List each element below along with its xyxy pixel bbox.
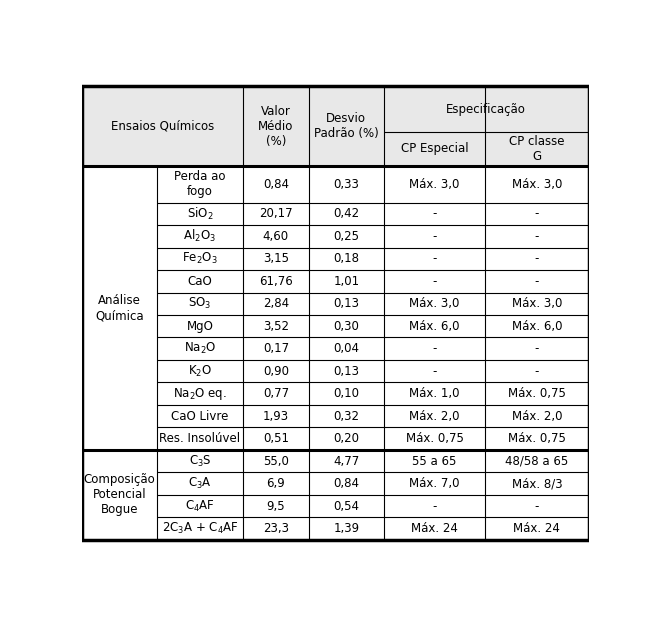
Text: 23,3: 23,3 — [263, 522, 289, 535]
Text: 1,39: 1,39 — [334, 522, 360, 535]
Text: 1,01: 1,01 — [334, 275, 360, 288]
Text: CaO: CaO — [188, 275, 212, 288]
Text: Máx. 6,0: Máx. 6,0 — [511, 320, 562, 333]
Text: 0,13: 0,13 — [334, 365, 359, 378]
Text: Fe$_2$O$_3$: Fe$_2$O$_3$ — [182, 251, 218, 267]
Text: 55 a 65: 55 a 65 — [412, 454, 456, 467]
Text: Desvio
Padrão (%): Desvio Padrão (%) — [314, 112, 379, 140]
Text: -: - — [535, 365, 539, 378]
Text: C$_4$AF: C$_4$AF — [185, 498, 215, 514]
Text: SO$_3$: SO$_3$ — [188, 296, 211, 311]
Text: 0,30: 0,30 — [334, 320, 359, 333]
Text: 0,77: 0,77 — [263, 388, 289, 400]
Text: 0,42: 0,42 — [334, 207, 360, 220]
Text: -: - — [535, 230, 539, 243]
Text: -: - — [432, 207, 437, 220]
Text: 48/58 a 65: 48/58 a 65 — [506, 454, 568, 467]
Text: Máx. 3,0: Máx. 3,0 — [409, 178, 460, 191]
Text: Valor
Médio
(%): Valor Médio (%) — [258, 105, 294, 148]
Text: 3,15: 3,15 — [263, 252, 289, 265]
Text: -: - — [432, 230, 437, 243]
Text: 0,04: 0,04 — [334, 342, 359, 355]
Text: 4,60: 4,60 — [263, 230, 289, 243]
Text: 0,17: 0,17 — [263, 342, 289, 355]
Text: -: - — [432, 500, 437, 513]
Text: K$_2$O: K$_2$O — [188, 364, 212, 379]
Text: CP classe
G: CP classe G — [509, 135, 564, 163]
Text: Máx. 24: Máx. 24 — [411, 522, 458, 535]
Text: Máx. 3,0: Máx. 3,0 — [511, 297, 562, 310]
Text: 0,51: 0,51 — [263, 432, 289, 445]
Text: Máx. 2,0: Máx. 2,0 — [511, 410, 562, 423]
Text: -: - — [535, 252, 539, 265]
Text: 0,84: 0,84 — [263, 178, 289, 191]
Text: Máx. 0,75: Máx. 0,75 — [508, 388, 566, 400]
Text: 61,76: 61,76 — [259, 275, 293, 288]
Text: -: - — [535, 342, 539, 355]
Text: -: - — [432, 275, 437, 288]
Text: Máx. 8/3: Máx. 8/3 — [511, 477, 562, 490]
Text: C$_3$A: C$_3$A — [188, 476, 212, 491]
Text: 3,52: 3,52 — [263, 320, 289, 333]
Text: Máx. 0,75: Máx. 0,75 — [405, 432, 464, 445]
Text: Máx. 7,0: Máx. 7,0 — [409, 477, 460, 490]
Text: MgO: MgO — [186, 320, 213, 333]
Text: 0,20: 0,20 — [334, 432, 359, 445]
Text: Máx. 0,75: Máx. 0,75 — [508, 432, 566, 445]
Text: Máx. 24: Máx. 24 — [513, 522, 560, 535]
Text: Análise
Química: Análise Química — [95, 294, 144, 322]
Text: 4,77: 4,77 — [333, 454, 360, 467]
Text: Res. Insolúvel: Res. Insolúvel — [160, 432, 241, 445]
Text: 0,18: 0,18 — [334, 252, 359, 265]
Text: 6,9: 6,9 — [266, 477, 285, 490]
Text: -: - — [535, 275, 539, 288]
Text: Na$_2$O: Na$_2$O — [184, 341, 216, 356]
Text: 1,93: 1,93 — [263, 410, 289, 423]
Text: 0,13: 0,13 — [334, 297, 359, 310]
Text: 0,10: 0,10 — [334, 388, 359, 400]
Text: 9,5: 9,5 — [267, 500, 285, 513]
Text: Máx. 2,0: Máx. 2,0 — [409, 410, 460, 423]
Text: Máx. 6,0: Máx. 6,0 — [409, 320, 460, 333]
Text: CaO Livre: CaO Livre — [171, 410, 228, 423]
Text: SiO$_2$: SiO$_2$ — [186, 206, 213, 222]
Text: 0,33: 0,33 — [334, 178, 359, 191]
Text: -: - — [535, 207, 539, 220]
Text: -: - — [535, 500, 539, 513]
Text: Na$_2$O eq.: Na$_2$O eq. — [173, 386, 227, 402]
Text: 2,84: 2,84 — [263, 297, 289, 310]
Text: 0,54: 0,54 — [334, 500, 359, 513]
Text: Al$_2$O$_3$: Al$_2$O$_3$ — [183, 228, 216, 244]
Text: 0,84: 0,84 — [334, 477, 359, 490]
Text: -: - — [432, 342, 437, 355]
Text: -: - — [432, 365, 437, 378]
Text: 0,32: 0,32 — [334, 410, 359, 423]
Bar — [82, 86, 589, 166]
Text: -: - — [432, 252, 437, 265]
Text: Especificação: Especificação — [446, 102, 526, 115]
Text: CP Especial: CP Especial — [401, 143, 468, 156]
Text: 0,25: 0,25 — [334, 230, 359, 243]
Text: Máx. 1,0: Máx. 1,0 — [409, 388, 460, 400]
Text: Perda ao
fogo: Perda ao fogo — [174, 170, 226, 198]
Text: 0,90: 0,90 — [263, 365, 289, 378]
Text: 20,17: 20,17 — [259, 207, 293, 220]
Text: Máx. 3,0: Máx. 3,0 — [511, 178, 562, 191]
Text: Ensaios Químicos: Ensaios Químicos — [111, 120, 214, 133]
Text: Máx. 3,0: Máx. 3,0 — [409, 297, 460, 310]
Text: 2C$_3$A + C$_4$AF: 2C$_3$A + C$_4$AF — [162, 521, 238, 536]
Text: 55,0: 55,0 — [263, 454, 289, 467]
Text: C$_3$S: C$_3$S — [188, 454, 211, 469]
Text: Composição
Potencial
Bogue: Composição Potencial Bogue — [83, 474, 155, 516]
